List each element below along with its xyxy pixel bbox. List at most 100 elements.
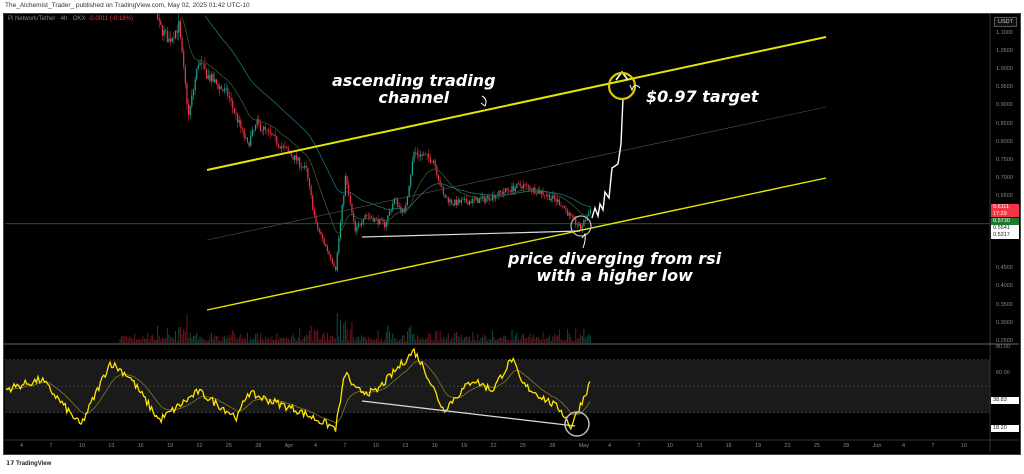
candle-body [191, 95, 193, 106]
candle-body [210, 74, 213, 82]
volume-bar [421, 337, 423, 343]
volume-bar [563, 339, 565, 343]
candle-body [361, 222, 363, 225]
volume-bar [516, 332, 518, 343]
volume-bar [531, 338, 533, 343]
volume-bar [344, 321, 346, 343]
candle-body [352, 212, 355, 221]
candle-body [323, 238, 325, 244]
symbol-legend[interactable]: Pi Network/Tether · 4h · OKX -0.0011 (-0.… [8, 16, 133, 22]
candle-body [508, 190, 510, 191]
volume-bar [199, 336, 201, 343]
time-tick-label: 7 [637, 443, 641, 449]
candle-body [465, 198, 467, 203]
candle-body [419, 154, 422, 157]
time-tick-label: 10 [372, 443, 379, 449]
volume-bar [127, 338, 129, 343]
candle-body [248, 141, 250, 146]
candle-body [170, 38, 172, 42]
volume-bar [242, 339, 243, 343]
candle-body [449, 199, 451, 203]
candle-body [364, 215, 366, 220]
volume-bar [320, 338, 322, 343]
candle-body [251, 130, 253, 137]
volume-bar [354, 340, 356, 343]
volume-bar [193, 335, 194, 343]
candle-body [192, 89, 195, 96]
volume-bar [395, 338, 397, 343]
candle-body [464, 198, 466, 200]
volume-bar [160, 339, 162, 343]
rsi-ma-badge: 18.20 [991, 425, 1019, 432]
time-tick-label: 28 [549, 443, 556, 449]
candle-body [318, 228, 320, 232]
annotation-channel-line1: ascending trading [332, 71, 496, 90]
candle-body [179, 21, 182, 38]
candle-body [315, 215, 317, 223]
tradingview-logo[interactable]: 𝟭𝟳 TradingView [6, 460, 51, 467]
volume-bar [196, 332, 198, 343]
candle-body [227, 88, 229, 97]
volume-bar [183, 329, 185, 343]
volume-bar [527, 336, 529, 343]
volume-bar [433, 340, 435, 343]
candle-body [527, 185, 529, 187]
volume-bar [364, 336, 366, 343]
volume-bar [532, 334, 534, 343]
candle-body [300, 167, 302, 168]
time-tick-label: 13 [696, 443, 703, 449]
brand-name: TradingView [16, 461, 52, 467]
volume-bar [442, 336, 444, 343]
candle-body [576, 224, 578, 226]
candle-body [436, 166, 438, 176]
candle-body [522, 184, 525, 189]
volume-bar [369, 338, 371, 343]
volume-bar [292, 334, 294, 343]
candle-body [160, 21, 162, 26]
volume-bar [255, 334, 257, 343]
time-tick-label: 25 [519, 443, 526, 449]
candle-body [455, 199, 458, 206]
candle-body [204, 64, 206, 70]
volume-bar [315, 331, 317, 343]
grid [5, 223, 990, 413]
volume-bar [220, 340, 222, 343]
volume-bar [135, 339, 137, 343]
volume-bar [380, 338, 382, 343]
candle-body [171, 38, 173, 42]
volume-bar [191, 338, 193, 343]
tv-logo-icon: 𝟭𝟳 [6, 461, 17, 467]
candle-body [320, 231, 322, 235]
volume-bar [323, 332, 325, 343]
volume-bar [557, 335, 559, 343]
volume-bar [173, 338, 175, 343]
volume-bar [153, 339, 155, 343]
candle-body [526, 184, 528, 186]
candle-body [424, 154, 427, 156]
volume-bar [328, 339, 330, 343]
candle-body [163, 30, 165, 36]
volume-bar [357, 336, 359, 343]
volume-bar [341, 339, 343, 343]
rsi-line [5, 347, 591, 432]
candle-body [312, 195, 314, 210]
volume-bar [493, 336, 495, 343]
volume-bar [119, 339, 121, 343]
bar-countdown: 17:29 [993, 210, 1007, 217]
volume-bar [390, 338, 392, 343]
candle-body [348, 184, 350, 196]
currency-button[interactable]: USDT [994, 17, 1017, 27]
candle-body [421, 154, 423, 156]
price-tick-label: 0.9500 [996, 84, 1013, 91]
candle-body [548, 194, 551, 201]
price-divergence-line [361, 230, 581, 238]
candle-body [228, 96, 231, 99]
candle-body [325, 243, 327, 247]
price-tick-label: 0.3500 [996, 301, 1013, 308]
volume-bar [184, 331, 186, 343]
time-tick-label: 4 [608, 443, 612, 449]
volume-bar [268, 337, 270, 343]
volume-bar [568, 333, 570, 343]
candle-body [557, 199, 559, 202]
